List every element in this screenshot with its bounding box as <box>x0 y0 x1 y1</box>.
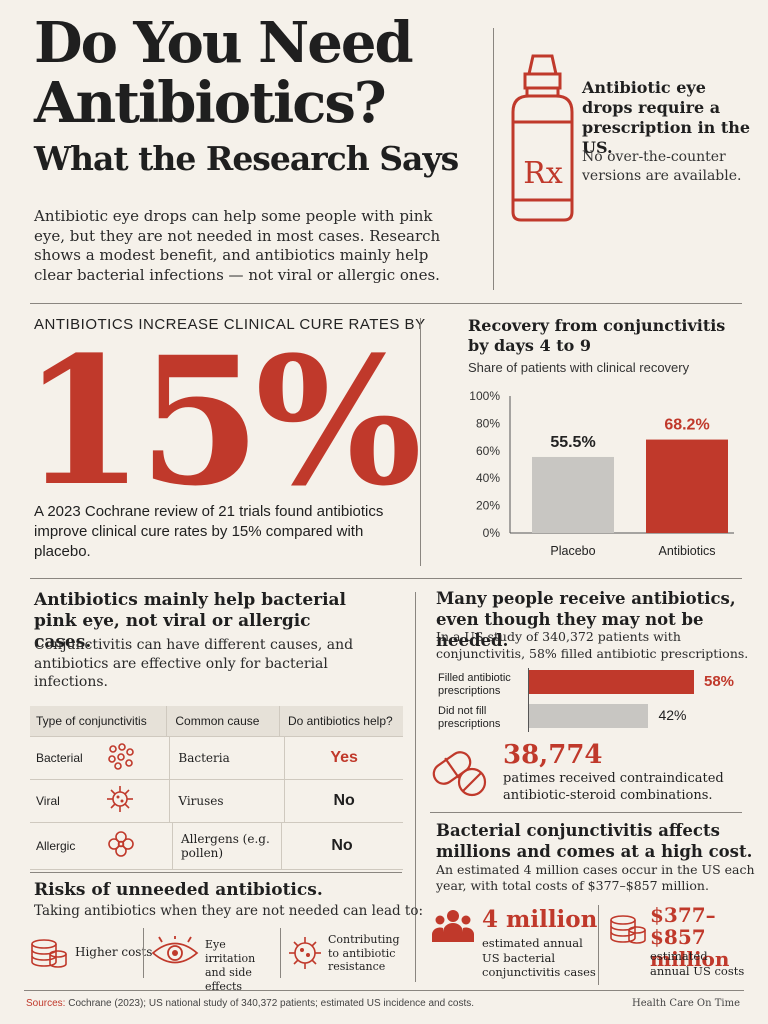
divider <box>415 592 416 982</box>
y-tick-label: 0% <box>483 526 501 540</box>
risks-heading: Risks of unneeded antibiotics. <box>34 880 323 900</box>
bar-label: Did not fill prescriptions <box>438 705 501 730</box>
bar-filled <box>529 670 694 694</box>
virus-icon <box>105 784 170 819</box>
cure-rate-text: A 2023 Cochrane review of 21 trials foun… <box>34 503 384 560</box>
chart-title: Recovery from conjunctivitis by days 4 t… <box>468 316 726 355</box>
row-cause: Bacteria <box>169 737 284 779</box>
costs-heading: Bacterial conjunctivitis affects million… <box>436 821 753 861</box>
row-help: No <box>284 780 403 822</box>
page-title-line2: Antibiotics? <box>34 70 387 136</box>
sources: Sources: Cochrane (2023); US national st… <box>26 998 474 1009</box>
bar-value-label: 68.2% <box>664 417 709 434</box>
row-type: Bacterial <box>36 751 83 765</box>
cure-rate-kicker: ANTIBIOTICS INCREASE CLINICAL CURE RATES… <box>34 316 426 333</box>
row-help: No <box>281 823 402 869</box>
y-tick-label: 80% <box>476 416 500 430</box>
recovery-chart: 100% 80% 60% 40% 20% 0% 55.5% Placebo 68.2% Antib… <box>440 378 750 568</box>
risks-text: Taking antibiotics when they are not nee… <box>34 903 424 919</box>
intro-text: Antibiotic eye drops can help some peopl… <box>34 207 441 284</box>
bar-antibiotics <box>646 439 728 533</box>
prescription-note: No over-the-counter versions are availab… <box>582 149 742 184</box>
category-label: Placebo <box>550 544 595 558</box>
table-header-row: Type of conjunctivitis Common cause Do a… <box>30 706 403 737</box>
y-tick-label: 20% <box>476 499 500 513</box>
divider <box>30 303 742 304</box>
page-title-block: Do You Need Antibiotics? What the Resear… <box>34 14 484 178</box>
bar-value: 42% <box>658 707 687 723</box>
contraindicated-number: 38,774 <box>503 740 603 770</box>
conjunctivitis-table: Type of conjunctivitis Common cause Do a… <box>30 706 403 870</box>
people-icon <box>432 908 474 942</box>
divider <box>430 812 742 813</box>
bar-value: 58% <box>704 673 735 690</box>
cases-label: estimated annual US bacterial conjunctiv… <box>482 936 596 979</box>
y-tick-label: 40% <box>476 471 500 485</box>
row-cause: Allergens (e.g. pollen) <box>172 823 281 869</box>
sources-text: Cochrane (2023); US national study of 34… <box>68 998 475 1009</box>
prescriptions-heading: Many people receive antibiotics, even th… <box>436 589 736 650</box>
eye-icon <box>150 934 200 970</box>
bacteria-icon <box>105 741 170 776</box>
risk-label: Eye irritation and side effects <box>205 938 256 993</box>
bar-value-label: 55.5% <box>550 434 595 451</box>
table-row: Viral Viruses No <box>30 780 403 823</box>
bar-not-filled <box>529 704 649 728</box>
contraindicated-text: patimes received contraindicated antibio… <box>503 771 724 803</box>
bar-label: Filled antibiotic prescriptions <box>438 672 511 697</box>
divider <box>30 872 402 873</box>
y-tick-label: 60% <box>476 444 500 458</box>
cost-number-line1: $377–$857 <box>650 903 716 949</box>
risk-label: Contributing to antibiotic resistance <box>328 933 400 973</box>
divider <box>30 578 742 579</box>
bacterial-heading: Antibiotics mainly help bacterial pink e… <box>34 590 347 652</box>
bacterial-text: Conjunctivitis can have different causes… <box>34 637 354 690</box>
rx-label: Rx <box>523 156 563 191</box>
chart-subtitle: Share of patients with clinical recovery <box>468 360 690 375</box>
category-label: Antibiotics <box>659 544 716 558</box>
divider <box>24 990 744 991</box>
prescriptions-text: In a US study of 340,372 patients with c… <box>436 629 749 661</box>
risk-label: Higher costs <box>75 945 153 959</box>
divider <box>598 905 599 985</box>
sources-label: Sources: <box>26 998 66 1009</box>
costs-text: An estimated 4 million cases occur in th… <box>436 862 755 893</box>
bar-placebo <box>532 456 614 533</box>
row-help: Yes <box>284 737 403 779</box>
table-header-cause: Common cause <box>166 706 279 736</box>
row-cause: Viruses <box>169 780 284 822</box>
cure-rate-big-number: 15% <box>22 318 422 525</box>
coins-icon <box>607 908 647 948</box>
table-header-help: Do antibiotics help? <box>278 706 403 736</box>
divider <box>493 28 494 290</box>
cases-number: 4 million <box>482 906 598 933</box>
divider <box>420 318 421 566</box>
brand: Health Care On Time <box>631 998 740 1009</box>
y-tick-label: 100% <box>469 389 500 403</box>
page-title-line1: Do You Need <box>34 10 414 76</box>
page-subtitle: What the Research Says <box>34 139 459 178</box>
germ-icon <box>286 934 324 972</box>
table-row: Allergic Allergens (e.g. pollen) No <box>30 823 403 870</box>
divider <box>280 928 281 978</box>
flower-icon <box>106 829 172 864</box>
table-header-type: Type of conjunctivitis <box>36 714 147 728</box>
pills-icon <box>428 742 492 802</box>
cost-number: $377–$857 million <box>650 904 768 970</box>
table-row: Bacterial Bacteria Yes <box>30 737 403 780</box>
divider <box>143 928 144 978</box>
row-type: Viral <box>36 794 60 808</box>
coins-icon <box>28 932 68 972</box>
prescription-heading: Antibiotic eye drops require a prescript… <box>582 78 751 157</box>
prescription-bottle-icon: Rx <box>505 52 580 222</box>
cost-number-line2: million <box>650 947 730 971</box>
row-type: Allergic <box>36 839 76 853</box>
cost-label: estimated annual US costs <box>650 949 745 978</box>
axis-line <box>528 668 529 732</box>
